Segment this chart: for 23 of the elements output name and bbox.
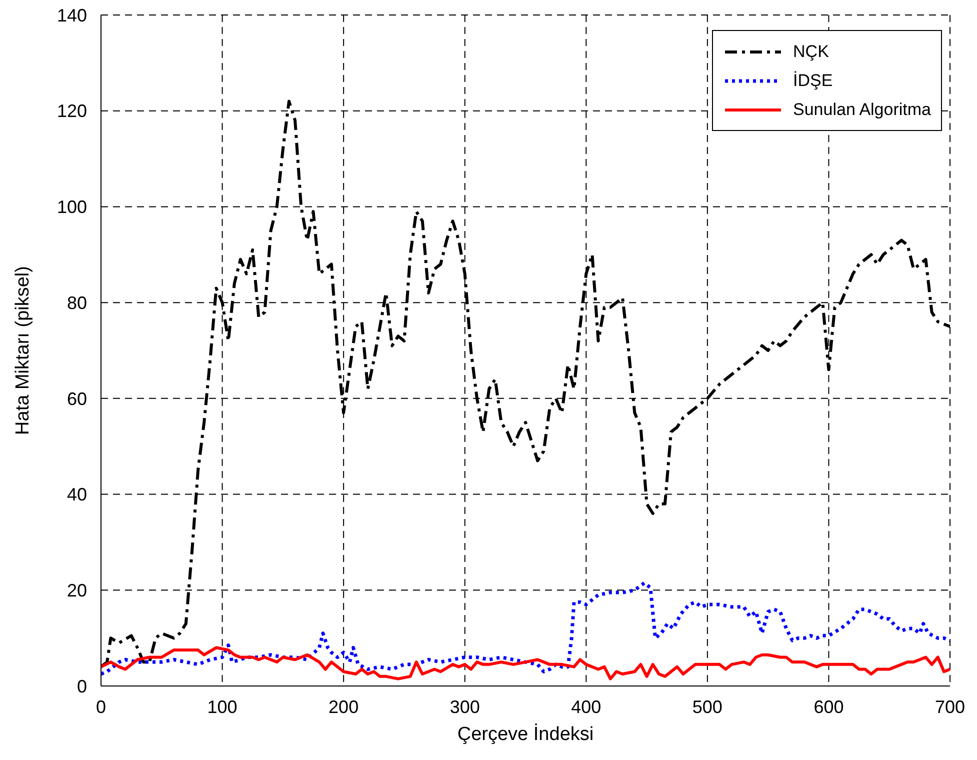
x-tick-label: 300: [450, 696, 480, 717]
y-tick-label: 120: [56, 101, 87, 122]
x-tick-label: 600: [814, 696, 844, 717]
line-series: [101, 646, 950, 680]
y-tick-label: 0: [76, 676, 87, 696]
y-tick-label: 140: [56, 5, 87, 26]
legend-label: Sunulan Algoritma: [793, 100, 931, 120]
line-series: [101, 581, 950, 676]
x-tick-label: 400: [571, 696, 602, 717]
x-tick-label: 0: [96, 696, 106, 717]
x-axis-title: Çerçeve İndeksi: [457, 723, 594, 745]
legend-label: NÇK: [793, 42, 829, 62]
y-tick-label: 80: [66, 292, 87, 313]
y-tick-label: 40: [66, 484, 87, 505]
legend-label: İDŞE: [793, 70, 833, 90]
y-tick-label: 100: [56, 197, 87, 218]
x-tick-label: 500: [692, 696, 722, 717]
x-tick-label: 700: [934, 696, 966, 717]
y-axis-title: Hata Miktarı (piksel): [12, 266, 34, 435]
x-tick-label: 100: [207, 696, 238, 717]
y-tick-label: 60: [66, 388, 87, 409]
x-tick-label: 200: [328, 696, 359, 717]
y-tick-label: 20: [66, 580, 87, 601]
